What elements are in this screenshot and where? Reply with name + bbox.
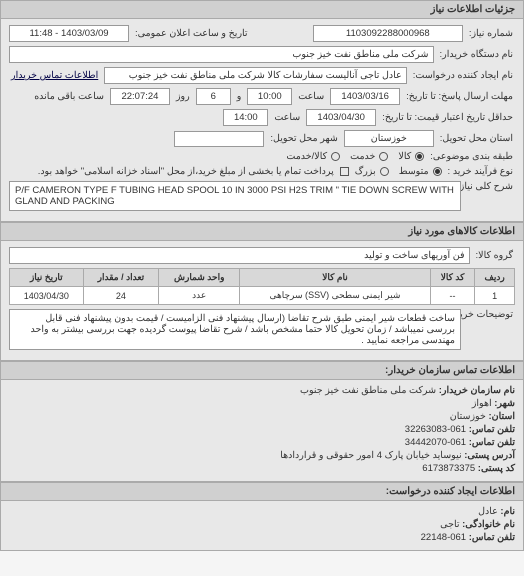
cname-val: عادل <box>478 506 498 517</box>
section-creator-title: اطلاعات ایجاد کننده درخواست: <box>0 482 524 501</box>
cell-code: -- <box>430 287 474 305</box>
section-buyer-title: اطلاعات تماس سازمان خریدار: <box>0 361 524 380</box>
cell-row: 1 <box>475 287 515 305</box>
send-remain-time: 22:07:24 <box>110 88 170 105</box>
radio-medium[interactable] <box>433 167 442 176</box>
send-day-label: و <box>235 91 244 102</box>
buyer-device-field: شرکت ملی مناطق نفت خیز جنوب <box>9 46 434 63</box>
group-field: فن آوریهای ساخت و تولید <box>9 247 470 264</box>
city-val: اهواز <box>472 398 492 409</box>
postcode-val: 6173873375 <box>422 463 475 474</box>
fax-label: تلفن تماس: <box>469 437 515 448</box>
send-days: 6 <box>196 88 231 105</box>
fax-val: 061-34442070 <box>405 437 466 448</box>
buyer-contact-link[interactable]: اطلاعات تماس خریدار <box>9 70 100 81</box>
col-row: ردیف <box>475 269 515 287</box>
radio-service[interactable] <box>379 152 388 161</box>
cname-label: نام: <box>500 506 515 517</box>
postcode-label: کد پستی: <box>478 463 515 474</box>
section-need-title: جزئیات اطلاعات نیاز <box>0 0 524 19</box>
delivery-city <box>174 131 264 147</box>
org-label: نام سازمان خریدار: <box>439 385 515 396</box>
addr-label: آدرس پستی: <box>464 450 515 461</box>
cell-date: 1403/04/30 <box>10 287 84 305</box>
radio-large-label: بزرگ <box>353 166 378 177</box>
pay-note: پرداخت تمام یا بخشی از مبلغ خرید،از محل … <box>36 166 336 177</box>
ctel-val: 061-22148 <box>421 532 466 543</box>
req-no-label: شماره نیاز: <box>467 28 515 39</box>
treasury-check[interactable] <box>340 167 349 176</box>
cell-qty: 24 <box>83 287 159 305</box>
requester-label: نام ایجاد کننده درخواست: <box>411 70 515 81</box>
subject-label: شرح کلی نیاز: <box>465 181 515 192</box>
tel-label: تلفن تماس: <box>469 424 515 435</box>
pub-dt-field: 1403/03/09 - 11:48 <box>9 25 129 42</box>
radio-large[interactable] <box>380 167 389 176</box>
radio-service-label: خدمت <box>348 151 377 162</box>
price-time-label: ساعت <box>272 112 302 123</box>
pub-dt-label: تاریخ و ساعت اعلان عمومی: <box>133 28 250 39</box>
pay-radio-group: متوسط بزرگ <box>353 166 442 177</box>
subject-field: P/F CAMERON TYPE F TUBING HEAD SPOOL 10 … <box>9 181 461 211</box>
radio-goods[interactable] <box>415 152 424 161</box>
radio-medium-label: متوسط <box>397 166 431 177</box>
notes-field: ساخت قطعات شیر ایمنی طبق شرح تقاضا (ارسا… <box>9 309 461 350</box>
price-valid-label: حداقل تاریخ اعتبار قیمت: تا تاریخ: <box>380 112 515 123</box>
pay-method-label: نوع فرآیند خرید : <box>446 166 515 177</box>
table-row: 1 -- شیر ایمنی سطحی (SSV) سرچاهی عدد 24 … <box>10 287 515 305</box>
price-time: 14:00 <box>223 109 268 126</box>
ctel-label: تلفن تماس: <box>469 532 515 543</box>
cell-name: شیر ایمنی سطحی (SSV) سرچاهی <box>240 287 431 305</box>
org-val: شرکت ملی مناطق نفت خیز جنوب <box>300 385 436 396</box>
col-name: نام کالا <box>240 269 431 287</box>
need-body: شماره نیاز: 1103092288000968 تاریخ و ساع… <box>0 19 524 222</box>
section-items-title: اطلاعات کالاهای مورد نیاز <box>0 222 524 241</box>
send-time: 10:00 <box>247 88 292 105</box>
radio-both[interactable] <box>331 152 340 161</box>
send-date: 1403/03/16 <box>330 88 400 105</box>
delivery-city-label: شهر محل تحویل: <box>268 133 339 144</box>
send-deadline-label: مهلت ارسال پاسخ: تا تاریخ: <box>404 91 515 102</box>
send-remain-label: روز <box>174 91 192 102</box>
col-qty: تعداد / مقدار <box>83 269 159 287</box>
addr-val: نیوساید خیابان پارک 4 امور حقوقی و قرارد… <box>280 450 461 461</box>
send-remain-suffix: ساعت باقی مانده <box>32 91 106 102</box>
delivery-state: خوزستان <box>344 130 434 147</box>
req-no-field: 1103092288000968 <box>313 25 463 42</box>
price-date: 1403/04/30 <box>306 109 376 126</box>
col-code: کد کالا <box>430 269 474 287</box>
budget-type-label: طبقه بندی موضوعی: <box>428 151 515 162</box>
clname-val: تاجی <box>440 519 459 530</box>
notes-label: توضیحات خریدار: <box>465 309 515 320</box>
state-val: خوزستان <box>450 411 486 422</box>
items-body: گروه کالا: فن آوریهای ساخت و تولید ردیف … <box>0 241 524 361</box>
send-time-label: ساعت <box>296 91 326 102</box>
col-date: تاریخ نیاز <box>10 269 84 287</box>
buyer-block: نام سازمان خریدار: شرکت ملی مناطق نفت خی… <box>0 380 524 482</box>
col-unit: واحد شمارش <box>159 269 240 287</box>
tel-val: 061-32263083 <box>405 424 466 435</box>
buyer-device-label: نام دستگاه خریدار: <box>438 49 516 60</box>
creator-block: نام: عادل نام خانوادگی: تاجی تلفن تماس: … <box>0 501 524 551</box>
delivery-state-label: استان محل تحویل: <box>438 133 515 144</box>
city-label: شهر: <box>494 398 515 409</box>
state-label: استان: <box>488 411 515 422</box>
radio-goods-label: کالا <box>396 151 413 162</box>
items-table: ردیف کد کالا نام کالا واحد شمارش تعداد /… <box>9 268 515 305</box>
cell-unit: عدد <box>159 287 240 305</box>
clname-label: نام خانوادگی: <box>462 519 515 530</box>
budget-radio-group: کالا خدمت کالا/خدمت <box>284 151 424 162</box>
radio-both-label: کالا/خدمت <box>284 151 329 162</box>
requester-field: عادل تاجی آنالیست سفارشات کالا شرکت ملی … <box>104 67 406 84</box>
group-label: گروه کالا: <box>474 250 515 261</box>
